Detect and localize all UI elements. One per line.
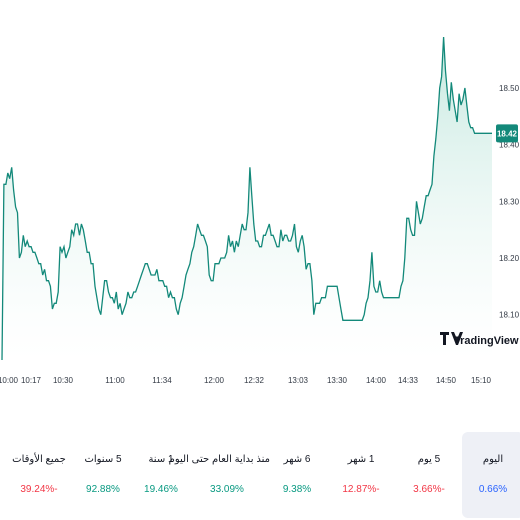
performance-period-label: 5 يوم <box>417 454 441 465</box>
performance-period-label: 1 سنة <box>148 454 174 465</box>
tradingview-logo-icon <box>440 332 463 345</box>
x-tick-label: 13:03 <box>288 376 309 385</box>
performance-period-value: 19.46% <box>144 484 178 495</box>
y-tick-label: 18.40 <box>499 141 520 150</box>
y-tick-label: 18.30 <box>499 197 520 206</box>
tradingview-logo-text: TradingView <box>454 335 519 347</box>
x-tick-label: 10:30 <box>53 376 74 385</box>
performance-period-value: 92.88% <box>86 484 120 495</box>
x-tick-label: 12:32 <box>244 376 265 385</box>
performance-period-button[interactable]: 5 سنوات 92.88% <box>72 432 134 518</box>
x-tick-label: 10:17 <box>21 376 42 385</box>
price-line <box>1 36 492 361</box>
performance-period-value: 9.38% <box>282 484 312 495</box>
performance-period-value: 0.66% <box>478 484 508 495</box>
performance-period-label: 1 شهر <box>347 454 375 465</box>
performance-period-button[interactable]: 6 شهر 9.38% <box>266 432 328 518</box>
performance-period-button[interactable]: اليوم 0.66% <box>462 432 520 518</box>
y-tick-label: 18.10 <box>499 311 520 320</box>
x-tick-label: 11:34 <box>152 376 172 385</box>
x-tick-label: 11:00 <box>105 376 125 385</box>
performance-period-value: 12.87%- <box>342 484 380 495</box>
performance-period-button[interactable]: 1 سنة 19.46% <box>130 432 192 518</box>
price-chart-svg[interactable]: 18.10 18.20 18.30 18.40 18.50 10:00 10:17 10:3… <box>0 0 520 400</box>
performance-period-label: منذ بداية العام حتى اليوم <box>168 454 270 465</box>
performance-period-value: 39.24%- <box>20 484 58 495</box>
performance-period-value: 3.66%- <box>413 484 445 495</box>
performance-period-value: 33.09% <box>210 484 244 495</box>
performance-period-label: 5 سنوات <box>84 454 122 465</box>
x-tick-label: 14:33 <box>398 376 419 385</box>
performance-period-label: اليوم <box>482 454 504 465</box>
price-area-fill <box>2 37 492 360</box>
performance-period-button[interactable]: 1 شهر 12.87%- <box>330 432 392 518</box>
performance-row: جميع الأوقات 39.24%- 5 سنوات 92.88% 1 سنة 19.… <box>0 432 520 520</box>
x-tick-label: 15:10 <box>471 376 492 385</box>
y-tick-label: 18.20 <box>499 254 520 263</box>
performance-period-button[interactable]: جميع الأوقات 39.24%- <box>8 432 70 518</box>
y-tick-label: 18.50 <box>499 84 520 93</box>
x-tick-label: 10:00 <box>0 376 19 385</box>
price-chart[interactable]: 18.10 18.20 18.30 18.40 18.50 10:00 10:17 10:3… <box>0 0 520 400</box>
tradingview-logo[interactable]: TradingView <box>440 332 519 347</box>
performance-period-label: جميع الأوقات <box>12 454 66 465</box>
performance-period-button[interactable]: منذ بداية العام حتى اليوم 33.09% <box>168 432 270 518</box>
x-tick-label: 12:00 <box>204 376 225 385</box>
performance-period-button[interactable]: 5 يوم 3.66%- <box>398 432 460 518</box>
x-tick-label: 14:50 <box>436 376 457 385</box>
x-tick-label: 13:30 <box>327 376 348 385</box>
last-price-tag-text: 18.42 <box>497 129 518 138</box>
last-price-tag <box>496 124 518 143</box>
performance-period-label: 6 شهر <box>283 454 311 465</box>
x-tick-label: 14:00 <box>366 376 387 385</box>
